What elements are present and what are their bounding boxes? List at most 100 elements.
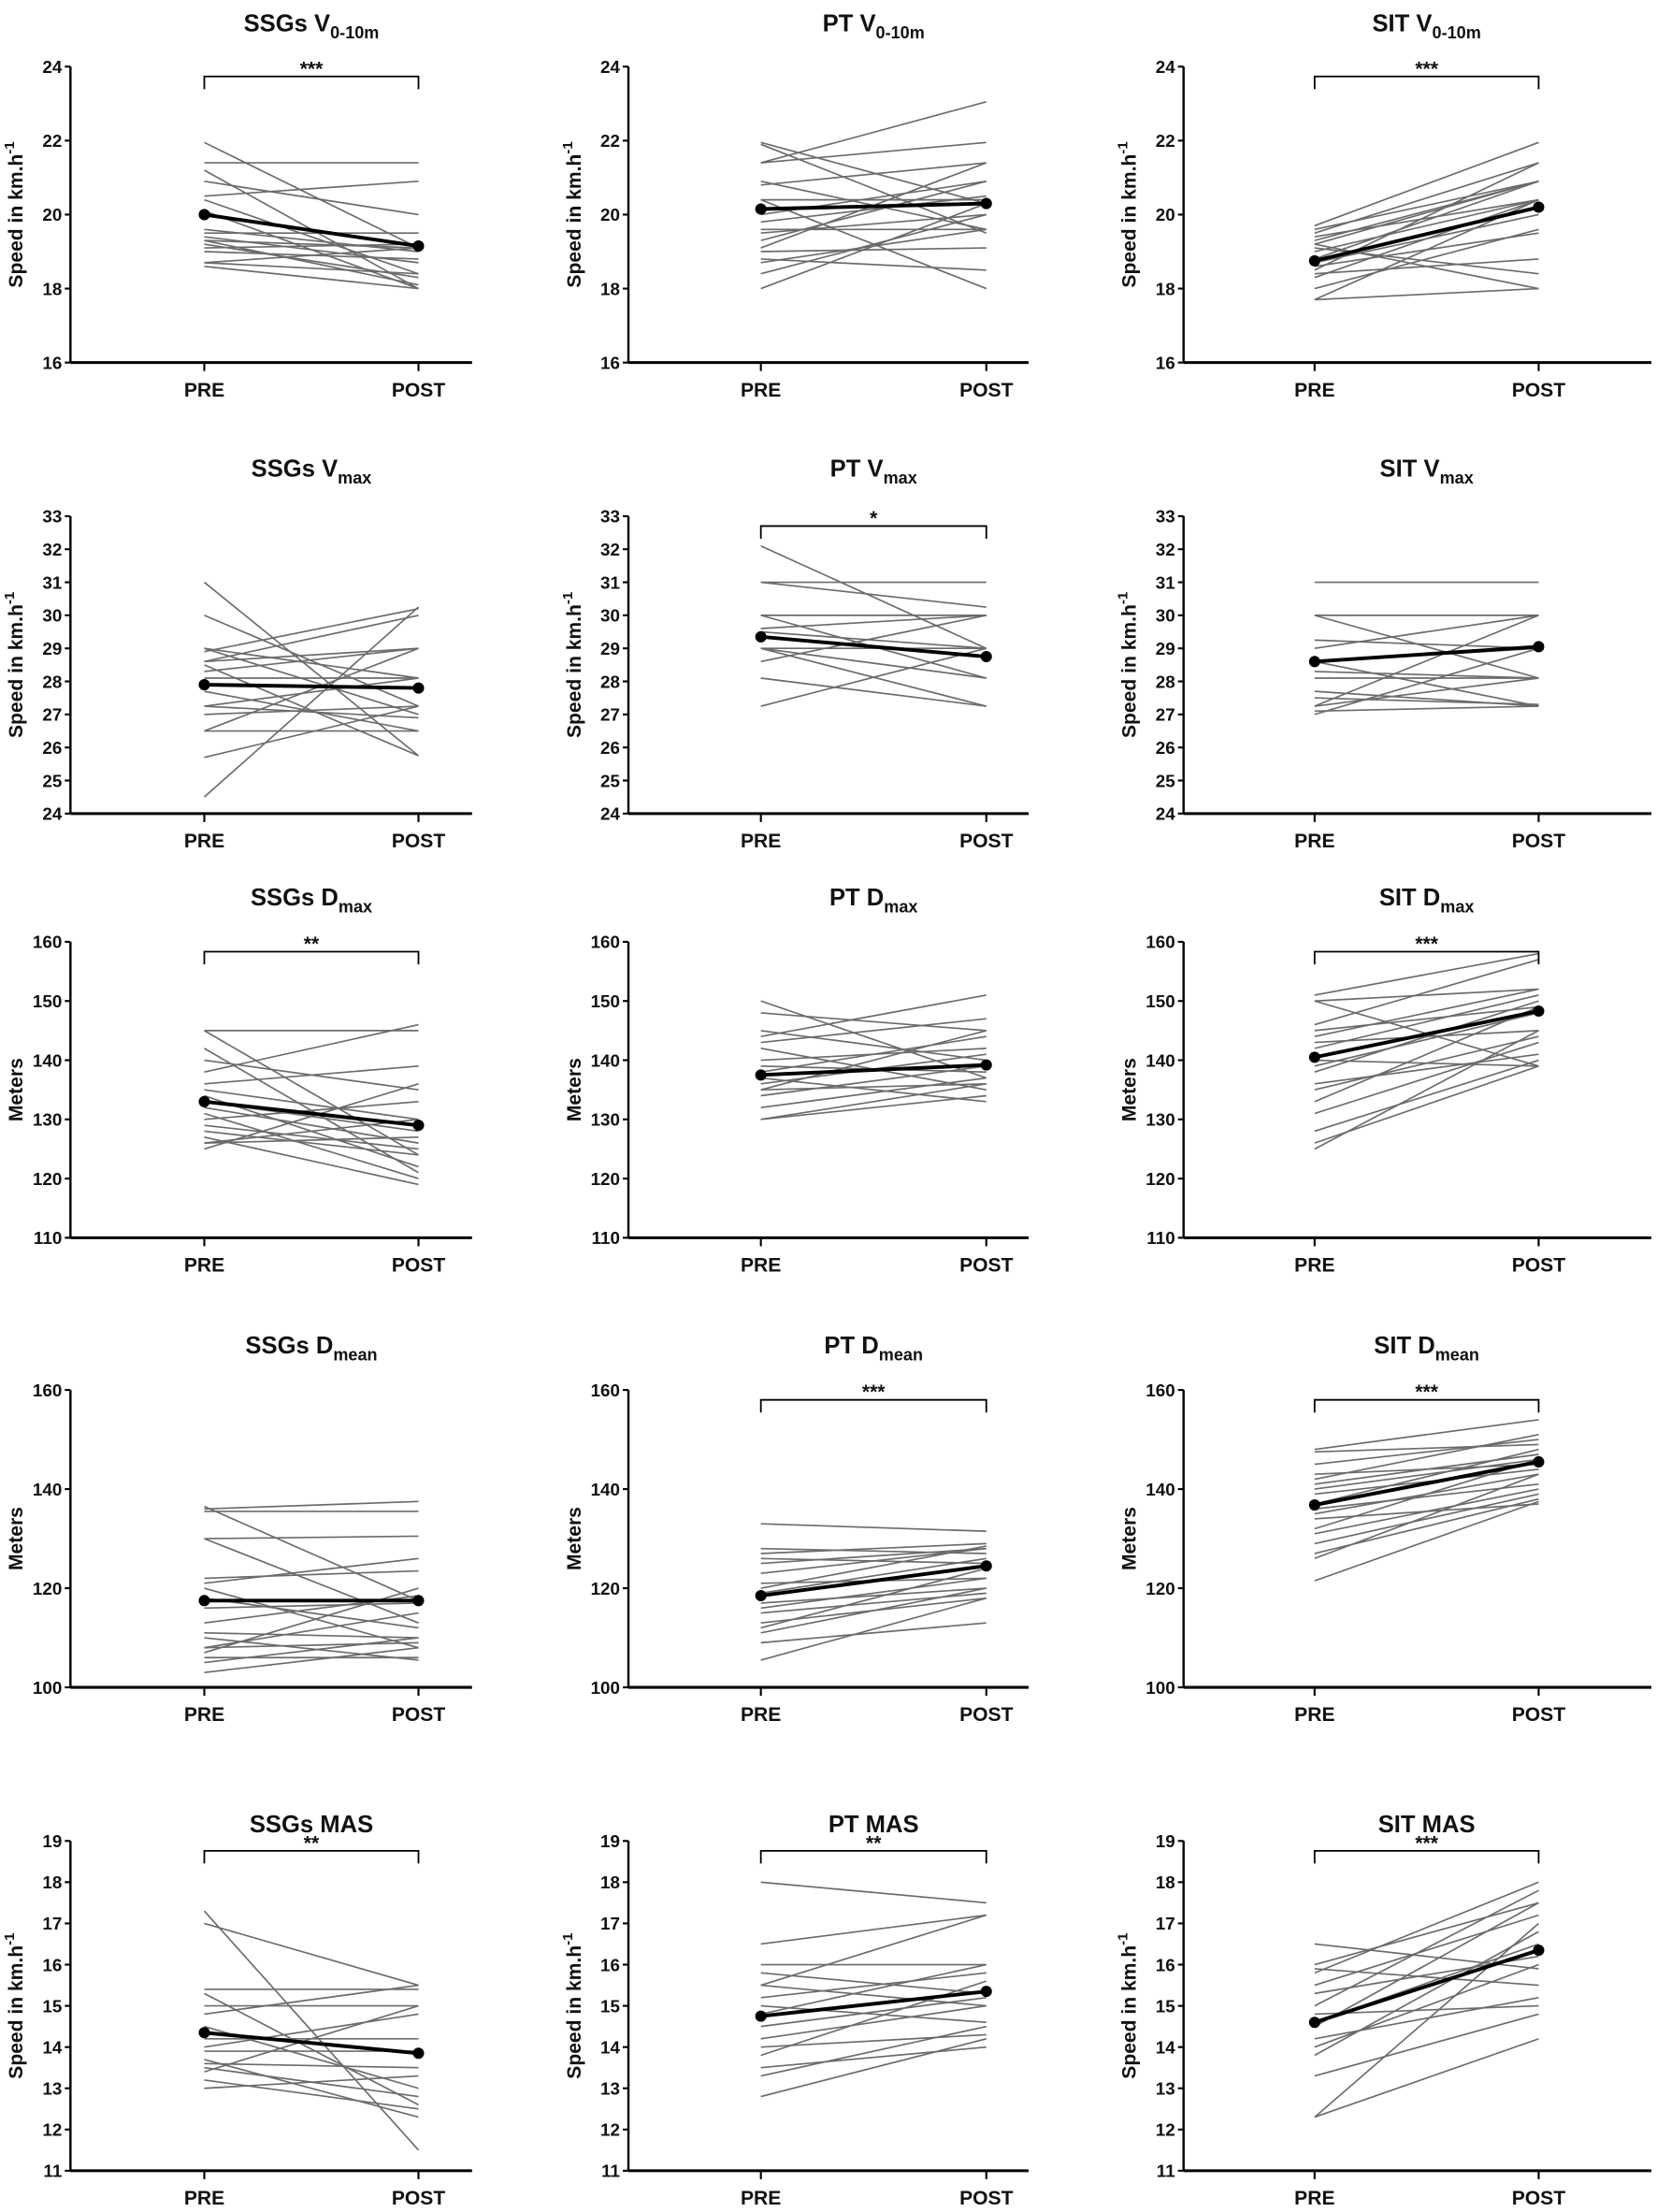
subject-line — [204, 1569, 419, 1580]
subject-line — [204, 2059, 419, 2118]
y-axis-label: Meters — [564, 1507, 585, 1570]
y-tick-label: 13 — [1156, 2079, 1175, 2099]
x-tick-label: POST — [392, 1704, 446, 1726]
title-main: SSGs V — [252, 456, 339, 483]
y-tick-label: 24 — [42, 804, 62, 824]
subject-line — [204, 705, 419, 719]
x-tick-label: PRE — [1294, 1704, 1334, 1726]
y-tick-label: 100 — [33, 1678, 62, 1698]
subject-line — [1314, 1500, 1539, 1582]
mean-line — [204, 683, 419, 690]
y-tick-label: 110 — [34, 1228, 62, 1248]
subject-line — [1314, 2038, 1539, 2118]
subject-line — [204, 1597, 419, 1629]
y-label-superscript: -1 — [560, 1932, 576, 1945]
y-tick-label: 19 — [600, 1831, 620, 1851]
subject-line — [1314, 671, 1539, 679]
chart-title: SSGs Dmean — [245, 1333, 377, 1365]
subject-line — [1314, 1488, 1539, 1535]
mean-line — [204, 1099, 419, 1128]
x-tick-label: PRE — [1294, 831, 1334, 852]
mean-point — [412, 682, 425, 694]
title-main: SIT D — [1374, 1333, 1434, 1359]
subject-line — [1314, 647, 1539, 716]
y-label-superscript: -1 — [560, 592, 576, 604]
title-subscript: 0-10m — [1433, 23, 1481, 42]
subject-line — [760, 1030, 987, 1091]
y-tick-label: 11 — [43, 2161, 62, 2181]
subject-line — [760, 1030, 987, 1062]
subject-line — [760, 1587, 987, 1634]
subject-line — [760, 1012, 987, 1032]
chart-title: SIT Dmean — [1374, 1333, 1479, 1365]
x-tick-label: PRE — [184, 1255, 224, 1277]
subject-line — [1314, 614, 1539, 679]
subject-line — [1314, 181, 1539, 245]
subject-line — [1314, 1901, 1539, 2028]
subject-line — [204, 1118, 419, 1144]
x-tick-label: POST — [1512, 831, 1566, 852]
chart-panel: SSGs Dmax Meters 110 120 130 140 150 160 PRE POST… — [6, 885, 472, 1277]
chart-panel: SIT Dmax Meters 110 120 130 140 150 160 PRE POST *… — [1118, 885, 1651, 1277]
subject-line — [760, 1568, 987, 1629]
y-tick-label: 150 — [33, 991, 62, 1011]
subject-line — [1314, 697, 1539, 706]
chart-title: SIT Dmax — [1379, 885, 1475, 917]
subject-line — [760, 2033, 987, 2048]
chart-panel: SIT Dmean Meters 100 120 140 160 PRE POST *** — [1118, 1333, 1651, 1726]
chart-panel: PT Vmax Speed in km.h-1 24 25 26 27 28 29 30 31 32… — [560, 456, 1029, 852]
y-tick-label: 27 — [600, 705, 620, 725]
significance-bracket — [203, 75, 420, 90]
subject-line — [1314, 952, 1539, 996]
subject-line — [760, 2038, 987, 2098]
significance-bracket — [203, 1849, 420, 1864]
y-label-main: Speed in km.h — [564, 604, 585, 738]
y-axis-label: Speed in km.h-1 — [2, 141, 27, 287]
subject-line — [1314, 1996, 1539, 2040]
mean-line — [760, 1063, 987, 1077]
chart-title: SSGs MAS — [250, 1812, 373, 1838]
subject-line — [203, 606, 420, 798]
y-tick-label: 120 — [33, 1579, 62, 1598]
mean-point — [1308, 1051, 1320, 1063]
y-tick-label: 19 — [42, 1831, 62, 1851]
subject-line — [204, 1641, 419, 1649]
chart-title: SSGs Vmax — [252, 456, 372, 488]
title-subscript: mean — [879, 1345, 923, 1364]
mean-point — [198, 2027, 210, 2039]
y-tick-label: 20 — [42, 205, 62, 224]
subject-line — [760, 1622, 987, 1644]
mean-line — [760, 634, 987, 658]
y-label-superscript: -1 — [2, 141, 18, 153]
y-label-main: Meters — [564, 1507, 585, 1570]
y-tick-label: 16 — [1156, 353, 1175, 372]
x-tick-label: POST — [959, 380, 1014, 401]
subject-line — [204, 1646, 419, 1673]
y-label-main: Speed in km.h — [1118, 154, 1140, 288]
y-tick-label: 22 — [600, 131, 620, 151]
subject-line — [204, 1124, 419, 1150]
subject-line — [204, 647, 419, 679]
subject-line — [760, 213, 987, 275]
y-tick-label: 12 — [42, 2120, 62, 2140]
mean-point — [980, 1560, 992, 1572]
title-main: SIT D — [1379, 885, 1440, 911]
chart-panel: SIT Vmax Speed in km.h-1 24 25 26 27 28 29 30 31 3… — [1115, 456, 1651, 852]
subject-line — [760, 1984, 987, 2007]
chart-title: PT Vmax — [830, 456, 917, 488]
y-axis-label: Speed in km.h-1 — [560, 1932, 585, 2078]
y-tick-label: 100 — [591, 1678, 620, 1698]
subject-line — [1314, 1053, 1539, 1085]
subject-line — [760, 1577, 987, 1610]
y-tick-label: 28 — [42, 672, 62, 691]
y-tick-label: 130 — [33, 1110, 62, 1130]
subject-line — [204, 1500, 419, 1511]
x-tick-label: POST — [392, 380, 446, 401]
mean-point — [412, 240, 425, 253]
x-tick-label: PRE — [1294, 380, 1334, 401]
y-tick-label: 18 — [1156, 279, 1175, 298]
significance-label: ** — [304, 1832, 320, 1854]
x-tick-label: POST — [1512, 2188, 1566, 2209]
y-tick-label: 13 — [600, 2079, 620, 2099]
subject-line — [204, 1089, 419, 1120]
